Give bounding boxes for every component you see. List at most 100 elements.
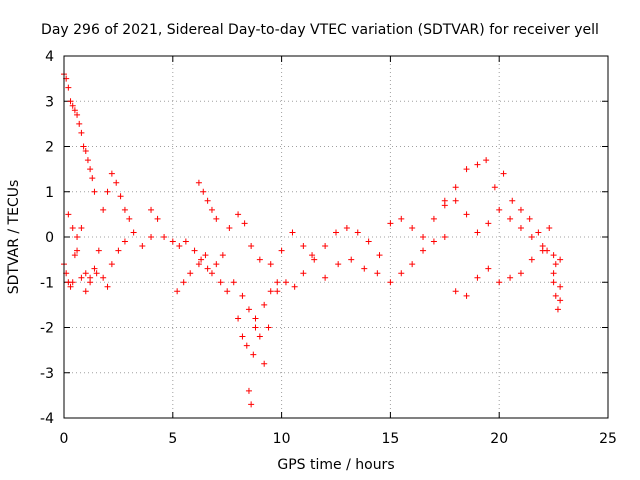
data-point <box>235 315 242 322</box>
data-point <box>552 292 559 299</box>
data-point <box>239 333 246 340</box>
data-point <box>343 224 350 231</box>
data-point <box>204 197 211 204</box>
data-point <box>552 261 559 268</box>
data-point <box>496 279 503 286</box>
y-tick-label: 3 <box>45 94 54 110</box>
data-point <box>496 206 503 213</box>
data-point <box>311 256 318 263</box>
data-point <box>69 102 76 109</box>
data-point <box>361 265 368 272</box>
data-point <box>100 274 107 281</box>
data-point <box>71 252 78 259</box>
data-point <box>309 252 316 259</box>
data-point <box>409 224 416 231</box>
grid-layer <box>64 56 608 418</box>
data-point <box>130 229 137 236</box>
y-tick-label: 0 <box>45 230 54 246</box>
data-point <box>554 306 561 313</box>
data-point <box>195 179 202 186</box>
data-point <box>148 234 155 240</box>
data-point <box>261 360 268 367</box>
data-point <box>104 283 111 290</box>
data-point <box>154 215 161 222</box>
data-point <box>139 243 146 250</box>
data-point <box>452 197 459 204</box>
data-point <box>256 333 263 340</box>
series-late-band <box>267 197 564 268</box>
y-tick-label: 2 <box>45 140 54 156</box>
data-point <box>115 247 122 254</box>
data-point <box>71 107 78 114</box>
data-point <box>95 247 102 254</box>
data-point <box>261 301 268 308</box>
data-point <box>474 161 481 168</box>
x-tick-label: 5 <box>168 431 177 447</box>
data-point <box>535 229 542 236</box>
data-point <box>248 243 255 250</box>
data-point <box>517 270 524 277</box>
chart-title: Day 296 of 2021, Sidereal Day-to-day VTE… <box>41 22 599 38</box>
series-late-tail <box>546 224 564 313</box>
data-point <box>485 265 492 272</box>
data-point <box>267 288 274 295</box>
data-point <box>409 261 416 268</box>
marker-layer <box>61 71 564 408</box>
x-tick-label: 10 <box>273 431 291 447</box>
data-point <box>441 197 448 204</box>
data-point <box>78 274 85 281</box>
data-point <box>213 215 220 222</box>
data-point <box>82 270 89 277</box>
data-point <box>74 234 81 240</box>
data-point <box>252 315 259 322</box>
y-tick-label: 1 <box>45 185 54 201</box>
data-point <box>291 283 298 290</box>
data-point <box>74 111 81 118</box>
data-point <box>93 270 100 277</box>
data-point <box>500 170 507 177</box>
x-tick-label: 15 <box>381 431 399 447</box>
data-point <box>200 188 207 195</box>
data-point <box>248 401 255 408</box>
data-point <box>239 292 246 299</box>
data-point <box>202 252 209 259</box>
data-point <box>376 252 383 259</box>
data-point <box>117 193 124 200</box>
data-point <box>274 288 281 295</box>
data-point <box>387 279 394 286</box>
data-point <box>180 279 187 286</box>
series-mid-secondary <box>174 252 281 322</box>
data-point <box>100 206 107 213</box>
data-point <box>161 234 168 240</box>
data-point <box>65 211 72 218</box>
data-point <box>430 238 437 245</box>
y-tick-label: 4 <box>45 49 54 65</box>
data-point <box>267 261 274 268</box>
tick-layer: 0 5 10 15 20 25 -4 -3 -2 -1 0 1 2 3 4 <box>40 49 617 447</box>
data-point <box>265 324 272 331</box>
data-point <box>191 247 198 254</box>
data-point <box>550 252 557 259</box>
data-point <box>84 157 91 164</box>
data-point <box>374 270 381 277</box>
data-point <box>463 211 470 218</box>
series-dip-cluster <box>235 315 272 408</box>
data-point <box>78 129 85 136</box>
series-mid-spike <box>195 179 220 222</box>
data-point <box>204 265 211 272</box>
data-point <box>507 274 514 281</box>
series-early-cluster <box>61 170 133 290</box>
data-point <box>474 274 481 281</box>
data-point <box>526 215 533 222</box>
data-point <box>187 270 194 277</box>
data-point <box>174 288 181 295</box>
data-point <box>74 247 81 254</box>
data-point <box>550 279 557 286</box>
data-point <box>121 206 128 213</box>
data-point <box>463 292 470 299</box>
series-late-upper <box>441 157 559 268</box>
data-point <box>322 274 329 281</box>
y-tick-label: -4 <box>40 411 54 427</box>
data-point <box>557 297 564 304</box>
